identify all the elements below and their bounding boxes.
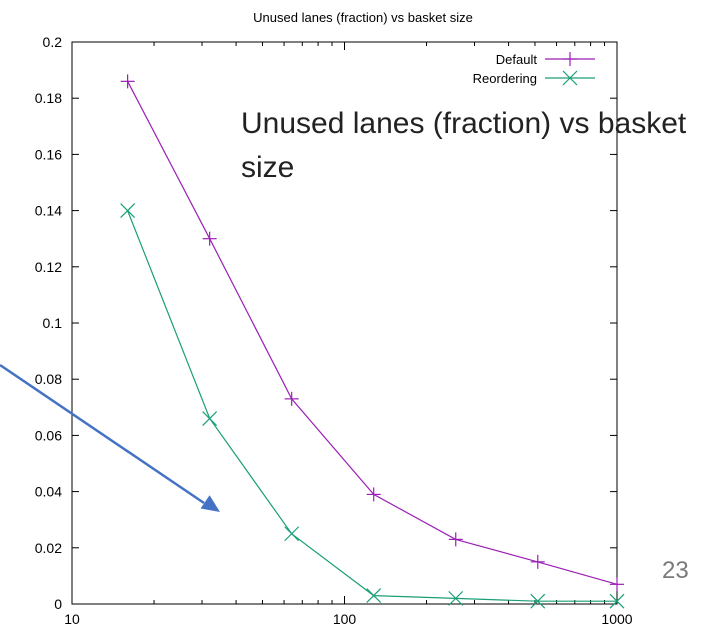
data-point-default [530,554,545,569]
x-tick-label: 1000 [601,611,632,627]
data-point-default [284,391,299,406]
y-tick-label: 0.16 [35,146,62,162]
data-point-default [448,532,463,547]
data-point-default [202,231,217,246]
y-tick-label: 0 [54,596,62,612]
legend-label-reordering: Reordering [473,71,537,86]
x-tick-label: 100 [333,611,357,627]
x-axis: 10 100 1000 [64,42,633,627]
overlay-title: Unused lanes (fraction) vs basket size [241,107,687,184]
y-tick-label: 0.08 [35,371,62,387]
annotation-arrow [0,363,220,512]
legend-marker-default [563,52,577,66]
y-tick-label: 0.18 [35,90,62,106]
data-point-default [120,74,135,89]
data-point-reordering [202,411,218,426]
y-tick-label: 0.14 [35,203,62,219]
y-axis: 0 0.02 0.04 0.06 0.08 0.1 0.12 0.14 0.16 0.18 0.2 [35,34,617,612]
y-tick-label: 0.1 [43,315,63,331]
y-tick-label: 0.06 [35,427,62,443]
slide-number: 23 [662,557,689,584]
y-tick-label: 0.04 [35,484,62,500]
y-tick-label: 0.02 [35,540,62,556]
data-point-reordering [448,590,464,606]
series-lines [120,74,625,609]
legend: Default Reordering [473,52,595,86]
x-tick-label: 10 [64,611,80,627]
y-tick-label: 0.2 [43,34,63,50]
data-point-reordering [284,526,300,542]
data-point-reordering [609,593,625,609]
data-point-reordering [530,593,546,609]
arrow-head [200,495,220,512]
series-line-reordering [127,210,617,602]
data-point-default [366,487,381,502]
data-point-default [610,577,624,592]
y-tick-label: 0.12 [35,259,62,275]
data-point-reordering [366,588,382,603]
chart-title: Unused lanes (fraction) vs basket size [253,10,473,25]
data-point-reordering [120,203,136,219]
arrow-shaft [0,363,205,505]
legend-label-default: Default [496,52,538,67]
legend-marker-reordering [562,70,578,86]
